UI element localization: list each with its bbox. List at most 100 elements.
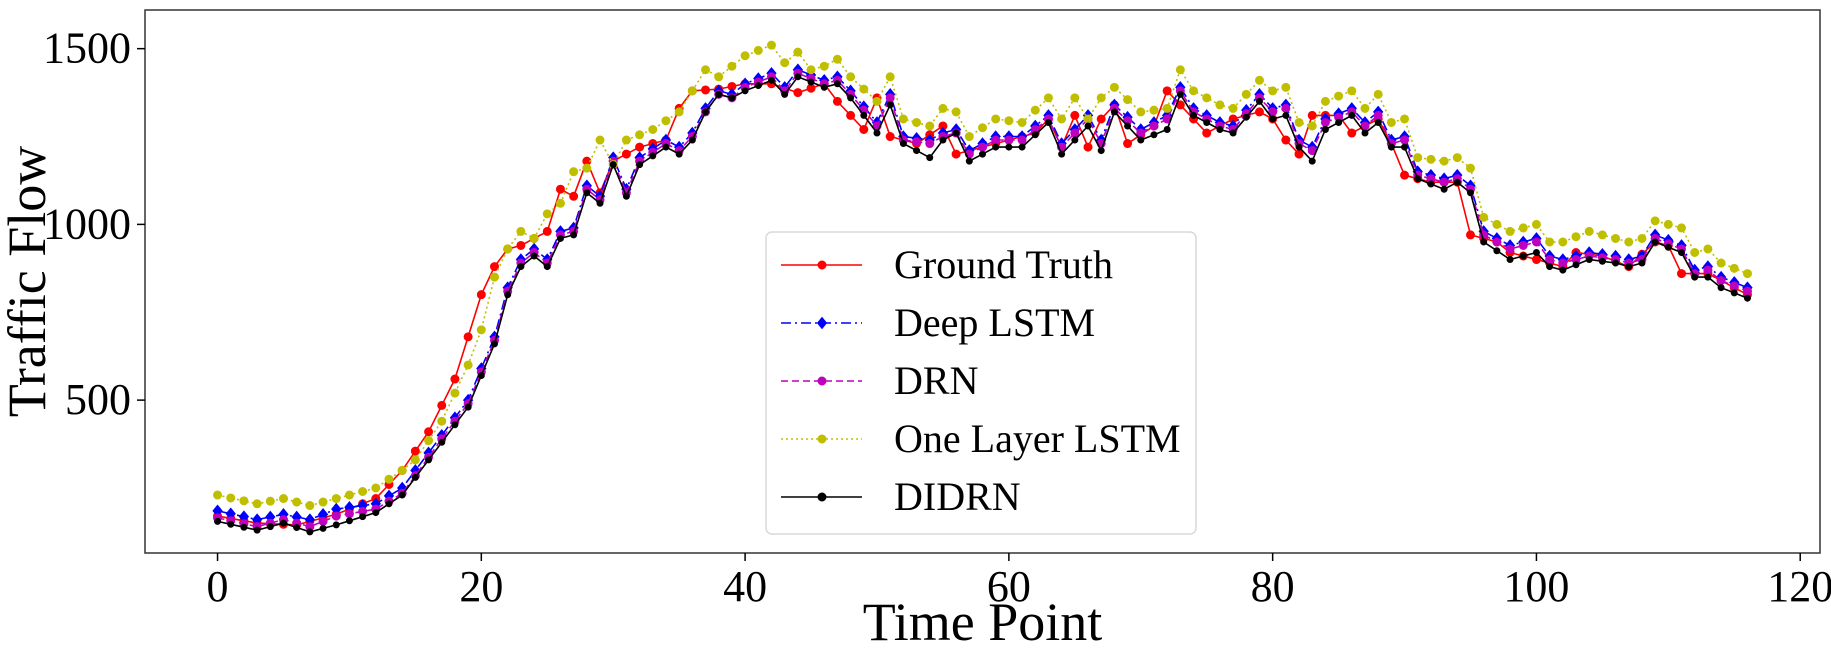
data-point bbox=[621, 149, 631, 159]
data-point bbox=[1044, 118, 1052, 126]
data-point bbox=[437, 416, 447, 426]
data-point bbox=[1664, 243, 1672, 251]
data-point bbox=[1255, 97, 1263, 105]
data-point bbox=[1215, 100, 1225, 110]
data-point bbox=[833, 80, 841, 88]
data-point bbox=[832, 96, 842, 106]
data-point bbox=[1070, 110, 1080, 120]
legend-item: Deep LSTM bbox=[781, 300, 1095, 345]
data-point bbox=[1545, 255, 1555, 265]
data-point bbox=[885, 93, 895, 103]
x-tick-label: 60 bbox=[987, 562, 1031, 611]
data-point bbox=[1228, 103, 1238, 113]
legend-box bbox=[765, 231, 1197, 535]
data-point bbox=[1505, 226, 1515, 236]
data-point bbox=[582, 163, 592, 173]
data-point bbox=[1453, 178, 1461, 186]
data-point bbox=[1241, 89, 1251, 99]
data-point bbox=[253, 526, 261, 534]
data-point bbox=[609, 161, 617, 169]
data-point bbox=[1335, 118, 1343, 126]
data-point bbox=[1057, 114, 1067, 124]
data-point bbox=[279, 519, 287, 527]
data-point bbox=[1347, 86, 1357, 96]
data-point bbox=[806, 65, 816, 75]
data-point bbox=[529, 233, 539, 243]
data-point bbox=[555, 184, 565, 194]
series-line bbox=[217, 68, 1748, 521]
data-point bbox=[1175, 65, 1185, 75]
data-point bbox=[714, 72, 724, 82]
data-point bbox=[1704, 273, 1712, 281]
data-point bbox=[358, 486, 368, 496]
data-point bbox=[292, 497, 302, 507]
data-point bbox=[965, 157, 973, 165]
data-point bbox=[1663, 219, 1673, 229]
data-point bbox=[1017, 135, 1027, 145]
data-point bbox=[570, 231, 578, 239]
data-point bbox=[398, 491, 406, 499]
data-point bbox=[728, 94, 736, 102]
data-point bbox=[463, 332, 473, 342]
data-point bbox=[1295, 143, 1303, 151]
data-point bbox=[450, 374, 460, 384]
data-point bbox=[740, 51, 750, 61]
data-point bbox=[1109, 82, 1119, 92]
data-point bbox=[1348, 111, 1356, 119]
data-point bbox=[437, 400, 447, 410]
data-point bbox=[424, 427, 434, 437]
data-point bbox=[344, 509, 354, 519]
data-point bbox=[817, 434, 827, 444]
data-point bbox=[491, 340, 499, 348]
data-point bbox=[1545, 237, 1555, 247]
data-point bbox=[635, 130, 645, 140]
data-point bbox=[490, 272, 500, 282]
plot-area bbox=[144, 9, 1821, 554]
data-point bbox=[1150, 131, 1158, 139]
y-axis: 500 1000 1500 bbox=[43, 24, 145, 424]
data-point bbox=[964, 132, 974, 142]
data-point bbox=[306, 528, 314, 536]
data-point bbox=[1452, 153, 1462, 163]
y-tick-label: 1000 bbox=[43, 199, 131, 248]
data-point bbox=[766, 40, 776, 50]
data-point bbox=[596, 199, 604, 207]
data-point bbox=[305, 501, 315, 511]
legend-label: One Layer LSTM bbox=[894, 416, 1181, 461]
data-point bbox=[817, 492, 827, 502]
data-point bbox=[1624, 237, 1634, 247]
data-point bbox=[1216, 125, 1224, 133]
data-point bbox=[397, 465, 407, 475]
data-point bbox=[266, 523, 274, 531]
data-point bbox=[1625, 263, 1633, 271]
data-point bbox=[978, 142, 987, 152]
data-point bbox=[1413, 153, 1423, 163]
data-point bbox=[1584, 226, 1594, 236]
legend-item: Ground Truth bbox=[781, 242, 1113, 287]
data-point bbox=[912, 117, 922, 127]
data-point bbox=[636, 161, 644, 169]
data-point bbox=[227, 520, 235, 528]
data-point bbox=[371, 483, 381, 493]
data-point bbox=[939, 136, 947, 144]
data-point bbox=[1465, 163, 1475, 173]
data-point bbox=[992, 143, 1000, 151]
data-point bbox=[635, 142, 645, 152]
data-point bbox=[1254, 107, 1264, 117]
y-tick-label: 500 bbox=[65, 375, 131, 424]
data-point bbox=[1479, 212, 1489, 222]
data-point bbox=[649, 152, 657, 160]
data-point bbox=[674, 107, 684, 117]
data-point bbox=[873, 129, 881, 137]
legend-item: One Layer LSTM bbox=[781, 416, 1181, 461]
data-point bbox=[979, 150, 986, 158]
data-point bbox=[1678, 249, 1686, 257]
data-point bbox=[1321, 125, 1329, 133]
data-point bbox=[1123, 95, 1133, 105]
legend: Ground Truth Deep LSTM DRN One Layer LSTM DI… bbox=[765, 231, 1197, 535]
data-point bbox=[1229, 129, 1237, 137]
data-point bbox=[688, 136, 696, 144]
data-point bbox=[1400, 170, 1410, 180]
data-point bbox=[1730, 289, 1738, 297]
